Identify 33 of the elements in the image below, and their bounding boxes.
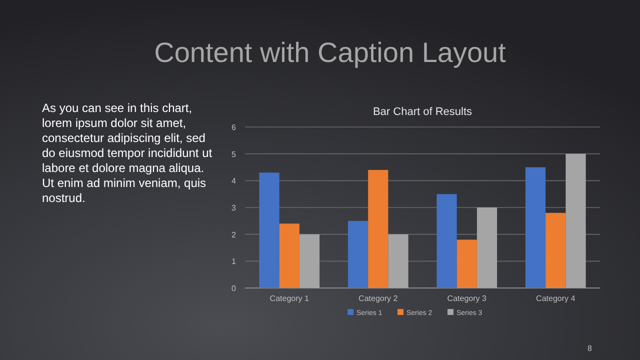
x-tick-label: Category 4 [536, 294, 576, 303]
bar [299, 234, 320, 288]
text: Ut enim ad minim veniam, quis [42, 176, 206, 190]
bar [259, 172, 280, 288]
y-tick-label: 2 [232, 230, 237, 240]
bar [388, 234, 408, 288]
bar [546, 212, 566, 288]
bar [348, 220, 368, 288]
bar [456, 240, 477, 288]
text: consectetur adipiscing elit, sed [42, 131, 206, 145]
bar [525, 167, 546, 288]
y-tick-label: 4 [232, 176, 237, 186]
bar [279, 224, 300, 288]
text: do eiusmod tempor incididunt ut [42, 146, 213, 160]
y-tick-label: 1 [232, 257, 237, 266]
y-tick-label: 0 [232, 284, 237, 293]
y-tick-label: 3 [232, 204, 237, 212]
chart-title: Content with Caption Layout [154, 37, 506, 68]
bar [566, 154, 586, 288]
x-tick-label: Category 3 [447, 294, 487, 303]
bar [476, 208, 498, 288]
text: 8 [588, 344, 593, 353]
text: labore et dolore magna aliqua. [42, 161, 204, 175]
text: nostrud. [42, 191, 86, 205]
x-tick-label: Category 2 [358, 294, 398, 303]
chart-subtitle: Bar Chart of Results [372, 106, 473, 118]
text: lorem ipsum dolor sit amet, [42, 116, 186, 130]
bar [436, 194, 457, 288]
y-tick-label: 6 [232, 123, 237, 132]
y-tick-label: 5 [232, 150, 237, 159]
x-tick-label: Category 1 [270, 294, 310, 303]
bar [368, 170, 388, 288]
text: As you can see in this chart, [42, 101, 192, 115]
